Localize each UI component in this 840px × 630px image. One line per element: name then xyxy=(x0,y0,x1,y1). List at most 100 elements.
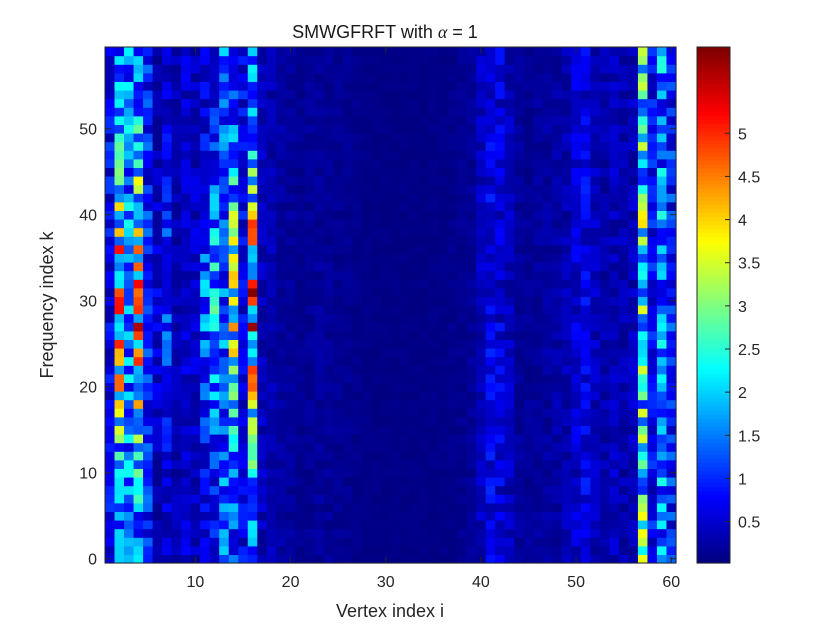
heatmap-cell xyxy=(457,537,468,547)
heatmap-cell xyxy=(209,279,220,289)
heatmap-cell xyxy=(285,545,296,555)
colorbar-segment xyxy=(697,397,730,403)
heatmap-cell xyxy=(561,382,572,392)
heatmap-cell xyxy=(219,158,230,168)
heatmap-cell xyxy=(457,236,468,246)
heatmap-cell xyxy=(342,150,354,160)
heatmap-cell xyxy=(504,339,515,349)
heatmap-cell xyxy=(219,227,230,237)
heatmap-cell xyxy=(162,434,173,444)
heatmap-cell xyxy=(628,124,639,134)
heatmap-cell xyxy=(590,399,601,409)
heatmap-cell xyxy=(352,339,363,349)
heatmap-cell xyxy=(285,227,296,237)
heatmap-cell xyxy=(257,416,268,426)
heatmap-cell xyxy=(666,348,677,358)
heatmap-cell xyxy=(447,477,458,487)
heatmap-cell xyxy=(304,193,315,203)
heatmap-cell xyxy=(314,554,325,564)
heatmap-cell xyxy=(628,373,639,383)
heatmap-cell xyxy=(656,408,668,418)
heatmap-cell xyxy=(361,477,373,487)
heatmap-cell xyxy=(590,459,601,469)
heatmap-cell xyxy=(247,98,258,108)
heatmap-cell xyxy=(361,210,373,220)
heatmap-cell xyxy=(285,313,296,323)
heatmap-cell xyxy=(190,133,201,143)
heatmap-cell xyxy=(219,416,230,426)
heatmap-cell xyxy=(152,468,163,478)
colorbar: 0.511.522.533.544.55 xyxy=(696,46,760,564)
heatmap-cell xyxy=(143,279,154,289)
heatmap-cell xyxy=(438,150,449,160)
x-axis: 10 20 30 40 50 60 xyxy=(187,47,680,591)
heatmap-cell xyxy=(171,55,182,65)
heatmap-cell xyxy=(495,107,506,117)
heatmap-cell xyxy=(209,322,220,332)
heatmap-cell xyxy=(504,391,515,401)
heatmap-cell xyxy=(342,227,354,237)
colorbar-segment xyxy=(697,268,730,274)
heatmap-cell xyxy=(266,485,277,495)
heatmap-cell xyxy=(285,124,296,134)
heatmap-cell xyxy=(152,98,163,108)
heatmap-cell xyxy=(219,511,230,521)
heatmap-cell xyxy=(447,262,458,272)
heatmap-cell xyxy=(419,184,430,194)
heatmap-cell xyxy=(105,477,116,487)
heatmap-cell xyxy=(666,158,677,168)
heatmap-cell xyxy=(438,133,449,143)
heatmap-cell xyxy=(571,330,582,340)
colorbar-tick-label: 2 xyxy=(738,385,747,402)
heatmap-cell xyxy=(476,305,487,315)
heatmap-cell xyxy=(304,98,315,108)
heatmap-cell xyxy=(190,468,201,478)
heatmap-cell xyxy=(361,201,373,211)
heatmap-cell xyxy=(304,322,315,332)
heatmap-cell xyxy=(152,81,163,91)
heatmap-cell xyxy=(247,322,258,332)
heatmap-cell xyxy=(323,72,334,82)
heatmap-cell xyxy=(314,537,325,547)
heatmap-cell xyxy=(219,193,230,203)
heatmap-cell xyxy=(466,176,477,186)
heatmap-cell xyxy=(238,150,249,160)
heatmap-cell xyxy=(542,554,553,564)
heatmap-cell xyxy=(485,356,496,366)
heatmap-cell xyxy=(380,468,392,478)
heatmap-cell xyxy=(371,236,382,246)
heatmap-cell xyxy=(295,537,306,547)
heatmap-cell xyxy=(533,468,544,478)
heatmap-cell xyxy=(238,141,249,151)
heatmap-cell xyxy=(457,98,468,108)
heatmap-cell xyxy=(219,253,230,263)
heatmap-cell xyxy=(400,330,411,340)
heatmap-cell xyxy=(609,158,620,168)
heatmap-cell xyxy=(637,391,649,401)
heatmap-cell xyxy=(656,494,668,504)
heatmap-cell xyxy=(476,270,487,280)
heatmap-cell xyxy=(390,236,401,246)
heatmap-cell xyxy=(114,451,125,461)
heatmap-cell xyxy=(400,459,411,469)
heatmap-cell xyxy=(552,330,563,340)
heatmap-cell xyxy=(590,442,601,452)
heatmap-cell xyxy=(361,236,373,246)
colorbar-segment xyxy=(697,119,730,125)
heatmap-cell xyxy=(618,391,630,401)
heatmap-cell xyxy=(504,373,515,383)
heatmap-cell xyxy=(438,442,449,452)
heatmap-cell xyxy=(285,408,296,418)
heatmap-cell xyxy=(209,193,220,203)
heatmap-cell xyxy=(590,47,601,57)
heatmap-cell xyxy=(304,201,315,211)
heatmap-cell xyxy=(542,253,553,263)
heatmap-cell xyxy=(542,356,553,366)
heatmap-cell xyxy=(390,356,401,366)
colorbar-segment xyxy=(697,240,730,246)
colorbar-segment xyxy=(697,337,730,342)
heatmap-cell xyxy=(609,64,620,74)
heatmap-cell xyxy=(162,511,173,521)
heatmap-cell xyxy=(200,425,211,435)
heatmap-cell xyxy=(162,55,173,65)
